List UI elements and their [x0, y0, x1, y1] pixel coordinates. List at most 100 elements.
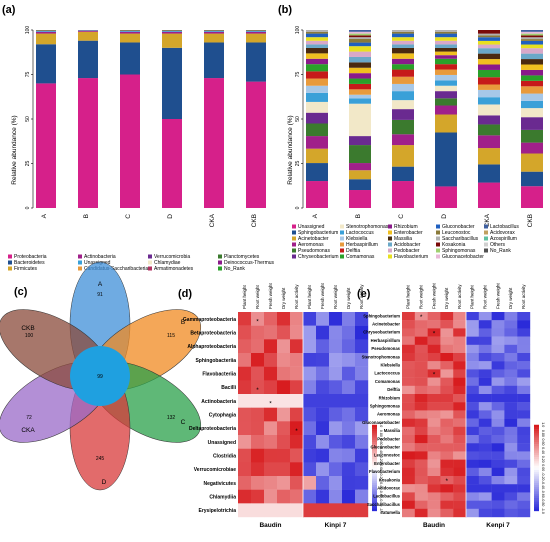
- b-bar-segment-CKB-Saccharibacillus: [521, 37, 543, 40]
- b-bar-segment-CKA-Acidobacter: [478, 48, 500, 54]
- e-heat-cell: [414, 394, 428, 403]
- d-heat-cell: [264, 489, 278, 504]
- b-legend-label: Others: [490, 242, 506, 248]
- d-heat-cell: [303, 448, 317, 463]
- b-bar-segment-C-Herbaspirillum: [392, 76, 414, 84]
- e-heat-cell: [491, 328, 505, 337]
- d-heat-cell: [238, 489, 252, 504]
- b-bar-segment-D-Enterobacter: [435, 51, 457, 56]
- a-bar-segment-CKB-Actinobacteria: [246, 31, 266, 34]
- petal-label-CKA: CKA: [21, 427, 35, 434]
- e-heat-cell: [517, 336, 531, 345]
- e-row-label: Aeromonas: [377, 412, 401, 417]
- b-bar-segment-C-Flavobacterium: [392, 37, 414, 41]
- e-heat-cell: [402, 443, 415, 452]
- d-heat-cell: [303, 435, 317, 449]
- e-heat-cell: [491, 344, 505, 354]
- a-category-label: CKA: [209, 213, 216, 227]
- e-heat-cell: [517, 451, 531, 460]
- e-heat-cell: [466, 402, 479, 411]
- e-scale-step: [534, 437, 539, 441]
- d-scale-step: [372, 506, 377, 509]
- d-heat-cell: [303, 407, 317, 422]
- e-heat-cell: [440, 394, 454, 403]
- a-legend-swatch: [148, 254, 152, 259]
- e-scale-step: [534, 465, 539, 469]
- b-legend-swatch: [340, 254, 344, 259]
- b-legend-label: Pedobacter: [394, 248, 420, 254]
- e-scale-step: [534, 444, 539, 447]
- b-bar-segment-A-Rhizobium: [306, 58, 328, 65]
- e-heat-cell: [504, 320, 518, 329]
- e-heat-cell: [440, 451, 454, 460]
- e-heat-cell: [453, 320, 467, 329]
- e-scale-step: [534, 467, 539, 471]
- e-scale-step: [534, 439, 539, 443]
- a-bar-segment-CKA-Firmicutes: [204, 33, 224, 43]
- e-heat-cell: [414, 410, 428, 419]
- b-bar-segment-D-Rhizobium: [435, 55, 457, 59]
- e-heat-cell: [427, 467, 441, 477]
- a-legend-label: Bacteroidetes: [14, 260, 45, 266]
- e-heat-cell: [504, 328, 518, 337]
- b-bar-segment-CKB-Unassigned: [521, 186, 543, 208]
- e-heat-cell: [466, 492, 479, 501]
- e-row-label: Massilia: [384, 428, 401, 433]
- b-category-label: D: [441, 214, 448, 219]
- b-bar-segment-D-Comamonas: [435, 58, 457, 65]
- d-heat-cell: [251, 353, 265, 367]
- d-heat-cell: [238, 394, 252, 408]
- e-heat-cell: [478, 435, 492, 444]
- a-bar-segment-CKA-Actinobacteria: [204, 31, 224, 34]
- e-heat-cell: [466, 443, 479, 452]
- e-row-label: Comamonas: [375, 379, 401, 384]
- d-row-label: Betaproteobacteria: [190, 331, 236, 337]
- e-row-label: Sphingobacterium: [363, 313, 400, 318]
- b-bar-segment-B-Lactobacillus: [349, 30, 371, 32]
- b-legend-swatch: [484, 236, 488, 241]
- d-heat-cell: [251, 489, 265, 504]
- e-col-label: Dry weight: [444, 287, 449, 309]
- d-col-label: Root activity: [359, 284, 364, 309]
- b-bar-segment-CKB-Delftia: [521, 80, 543, 87]
- b-bar-segment-C-Pseudomonas: [392, 119, 414, 135]
- b-legend-label: Sphingomonas: [442, 248, 476, 254]
- e-scale-label: 0.20: [541, 456, 545, 463]
- b-legend-swatch: [436, 236, 440, 241]
- e-scale-step: [534, 491, 539, 494]
- d-heat-cell: [316, 407, 330, 422]
- b-legend-swatch: [484, 248, 488, 253]
- b-bar-segment-C-Acidobacter: [392, 44, 414, 48]
- b-bar-segment-C-Leuconostoc: [392, 31, 414, 34]
- a-bar-segment-A-Proteobacteria: [36, 83, 56, 208]
- e-scale-label: 0.80: [541, 430, 545, 437]
- panel-b-ylabel: Relative abundance (%): [287, 115, 294, 184]
- e-heat-cell: [440, 467, 454, 477]
- d-heat-cell: [355, 353, 369, 367]
- e-heat-cell: [478, 344, 492, 354]
- a-bar-segment-C-Firmicutes: [120, 33, 140, 43]
- d-scale-step: [372, 472, 377, 475]
- panel-a-label: (a): [2, 4, 16, 16]
- a-bar-segment-B-Firmicutes: [78, 31, 98, 41]
- a-bar-segment-B-Actinobacteria: [78, 30, 98, 32]
- e-row-label: Pseudomonas: [371, 346, 400, 351]
- e-heat-cell: [414, 361, 428, 370]
- e-row-label: Lactobacillus: [373, 494, 400, 499]
- b-bar-segment-CKA-Comamonas: [478, 69, 500, 78]
- b-bar-segment-CKA-Sphingobacterium: [478, 164, 500, 183]
- d-heat-cell: [329, 421, 343, 436]
- e-row-label: Leuconostoc: [374, 453, 401, 458]
- e-heat-cell: [414, 508, 428, 518]
- b-legend-label: Stenotrophomonas: [346, 224, 389, 230]
- d-scale-step: [372, 454, 377, 458]
- b-bar-segment-D-Acidobacter: [435, 44, 457, 48]
- b-bar-segment-B-Herbaspirillum: [349, 89, 371, 95]
- e-heat-cell: [427, 312, 441, 321]
- d-heat-cell: [290, 489, 304, 504]
- d-scale-step: [372, 448, 377, 451]
- b-bar-segment-B-Chryseobacterium: [349, 136, 371, 146]
- a-legend-label: Verrucomicrobia: [154, 254, 190, 260]
- b-legend-label: Unassigned: [298, 224, 325, 230]
